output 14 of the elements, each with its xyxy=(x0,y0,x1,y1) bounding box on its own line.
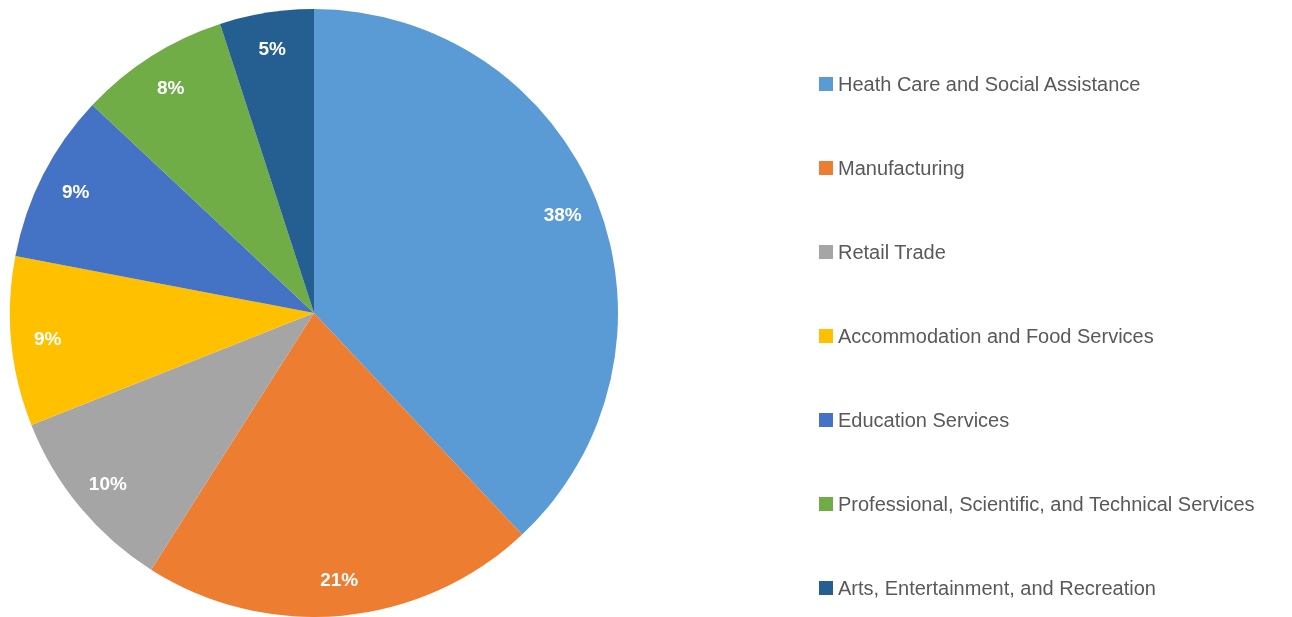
data-label: 38% xyxy=(543,204,582,226)
data-label: 5% xyxy=(258,38,286,60)
legend-label: Accommodation and Food Services xyxy=(838,325,1154,347)
data-label: 8% xyxy=(156,76,185,98)
data-label: 9% xyxy=(61,181,90,203)
legend-label: Education Services xyxy=(838,409,1010,431)
legend-label: Manufacturing xyxy=(838,157,965,179)
legend-label: Heath Care and Social Assistance xyxy=(838,73,1141,95)
legend-label: Arts, Entertainment, and Recreation xyxy=(838,577,1156,599)
legend-label: Retail Trade xyxy=(838,241,946,263)
data-label: 21% xyxy=(320,568,359,590)
data-label: 9% xyxy=(33,327,62,349)
data-label: 10% xyxy=(88,473,127,495)
legend-label: Professional, Scientific, and Technical Services xyxy=(838,493,1255,515)
